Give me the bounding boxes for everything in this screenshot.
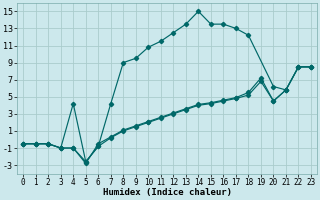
X-axis label: Humidex (Indice chaleur): Humidex (Indice chaleur) bbox=[103, 188, 232, 197]
